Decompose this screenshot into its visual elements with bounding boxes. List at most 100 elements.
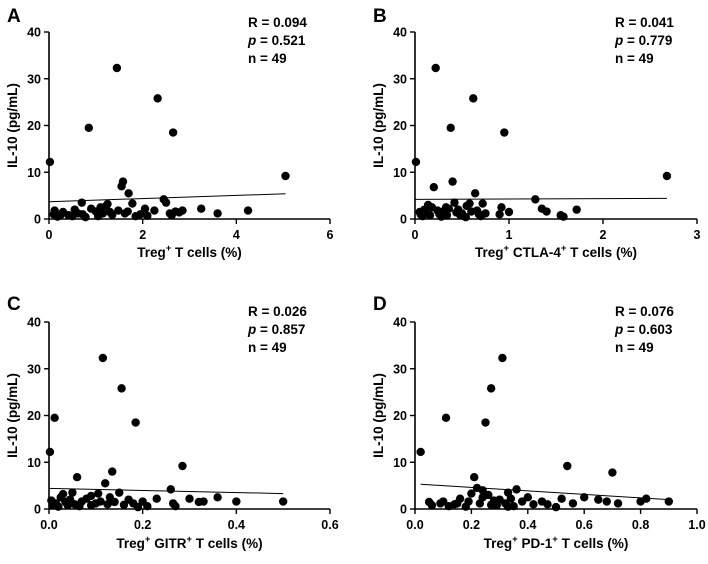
x-axis-title: Treg+ GITR+ T cells (%) bbox=[116, 534, 262, 551]
x-axis-title-superscript: + bbox=[512, 534, 518, 545]
stat-p-value: = 0.521 bbox=[256, 33, 306, 48]
data-point bbox=[464, 497, 473, 506]
data-point bbox=[572, 205, 581, 214]
data-point bbox=[124, 189, 133, 198]
data-point bbox=[213, 209, 222, 218]
y-tick-label: 10 bbox=[27, 166, 41, 180]
data-point bbox=[484, 490, 493, 500]
x-tick-label: 0.0 bbox=[406, 518, 423, 532]
data-point bbox=[178, 206, 187, 215]
x-axis-title-main: Treg bbox=[137, 245, 166, 260]
stat-p: p = 0.857 bbox=[247, 322, 305, 337]
x-axis-title-main: Treg bbox=[475, 245, 504, 260]
x-axis-title-superscript-2: + bbox=[186, 534, 192, 545]
y-tick-label: 20 bbox=[393, 119, 407, 133]
x-axis-title-superscript-2: + bbox=[561, 243, 567, 254]
data-point bbox=[232, 497, 241, 506]
data-point bbox=[486, 384, 496, 393]
x-tick-label: 0.0 bbox=[40, 518, 57, 532]
data-point bbox=[161, 198, 171, 207]
data-point bbox=[662, 171, 672, 181]
data-point bbox=[49, 500, 58, 509]
data-point bbox=[281, 171, 290, 181]
panel-letter: D bbox=[373, 294, 387, 315]
stat-p-value: = 0.603 bbox=[623, 322, 673, 337]
data-point bbox=[481, 418, 490, 427]
stat-p-symbol: p bbox=[614, 33, 623, 48]
regression-line bbox=[414, 197, 667, 200]
y-tick-label: 10 bbox=[27, 456, 41, 470]
x-axis-title: Treg+ CTLA-4+ T cells (%) bbox=[475, 243, 637, 260]
data-point bbox=[478, 486, 487, 495]
data-point bbox=[178, 461, 187, 471]
data-point bbox=[115, 488, 124, 497]
data-point bbox=[171, 501, 180, 511]
x-axis-title-rest-2: T cells (%) bbox=[566, 245, 637, 260]
x-tick-label: 3 bbox=[694, 228, 701, 242]
x-axis-title-main: Treg bbox=[116, 536, 145, 551]
y-tick-label: 20 bbox=[27, 409, 41, 423]
data-point bbox=[664, 497, 673, 506]
x-tick-label: 0.2 bbox=[134, 518, 151, 532]
data-point bbox=[439, 497, 448, 506]
data-point bbox=[123, 207, 132, 216]
y-tick-label: 40 bbox=[393, 26, 407, 40]
data-point bbox=[98, 353, 108, 363]
stat-r: R = 0.041 bbox=[615, 15, 674, 30]
data-point bbox=[150, 206, 159, 215]
data-point bbox=[461, 212, 470, 222]
data-point bbox=[602, 497, 611, 506]
data-point bbox=[450, 198, 459, 207]
data-point bbox=[495, 210, 504, 219]
data-point bbox=[197, 204, 206, 213]
stat-p: p = 0.779 bbox=[614, 33, 672, 48]
data-point bbox=[448, 177, 457, 186]
y-tick-label: 20 bbox=[27, 119, 41, 133]
data-point bbox=[58, 489, 68, 499]
regression-line bbox=[48, 487, 284, 495]
data-point bbox=[143, 501, 152, 511]
stat-p-symbol: p bbox=[247, 33, 256, 48]
data-point bbox=[68, 488, 77, 497]
x-axis-title-rest: GITR bbox=[150, 536, 186, 551]
data-point bbox=[278, 497, 288, 506]
data-point bbox=[568, 499, 578, 508]
data-point bbox=[213, 493, 222, 502]
data-point bbox=[465, 199, 474, 208]
data-point bbox=[56, 210, 65, 219]
data-point bbox=[551, 502, 561, 512]
data-point bbox=[542, 207, 551, 216]
data-point bbox=[470, 189, 480, 198]
data-point bbox=[486, 500, 496, 509]
x-tick-label: 0.6 bbox=[576, 518, 593, 532]
data-point bbox=[93, 489, 103, 498]
data-point bbox=[243, 206, 253, 215]
data-point bbox=[72, 473, 82, 482]
y-tick-label: 30 bbox=[393, 72, 407, 86]
y-axis-title: IL-10 (pg/mL) bbox=[5, 83, 20, 168]
data-point bbox=[441, 203, 451, 212]
data-point bbox=[500, 128, 509, 137]
data-point bbox=[529, 500, 538, 509]
data-point bbox=[128, 199, 137, 208]
data-point bbox=[185, 494, 194, 503]
data-point bbox=[110, 497, 119, 507]
x-tick-label: 0.8 bbox=[632, 518, 649, 532]
data-point bbox=[425, 211, 435, 220]
data-point bbox=[77, 198, 86, 207]
stat-r: R = 0.094 bbox=[248, 15, 307, 30]
data-point bbox=[478, 199, 487, 208]
stat-p-value: = 0.857 bbox=[256, 322, 305, 337]
data-point bbox=[608, 468, 617, 477]
y-tick-label: 30 bbox=[27, 362, 41, 376]
x-axis-title-rest: CTLA-4 bbox=[509, 245, 561, 260]
panel-a: A 0 10 20 30 40 0 2 4 6 IL-10 (pg/mL) Treg+ T cells… bbox=[5, 6, 334, 260]
data-point bbox=[613, 499, 623, 508]
data-point bbox=[114, 206, 123, 215]
x-tick-label: 2 bbox=[139, 228, 146, 242]
y-tick-label: 40 bbox=[27, 26, 41, 40]
data-point bbox=[470, 473, 479, 482]
data-point bbox=[168, 128, 178, 137]
y-tick-label: 30 bbox=[27, 72, 41, 86]
